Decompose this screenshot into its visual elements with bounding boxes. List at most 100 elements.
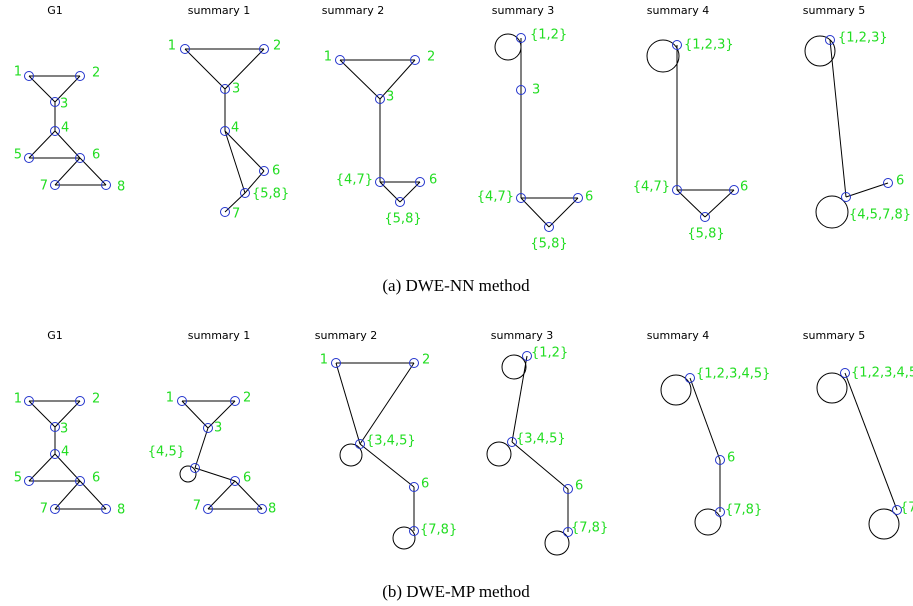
panel-title: G1 [47,329,63,342]
panel-title: summary 4 [647,329,709,342]
self-loop [868,508,900,540]
node-label: 3 [214,421,222,436]
node-label: 3 [386,90,394,105]
edge [845,182,889,198]
self-loop [646,39,680,73]
node-label: 2 [92,392,100,407]
node-label: 7 [40,179,48,194]
node-label: 5 [14,471,22,486]
node [257,504,267,514]
edge [54,157,81,186]
node [75,71,85,81]
edge [79,480,107,510]
node [177,396,187,406]
node-label: 6 [727,451,735,466]
node-label: 2 [422,353,430,368]
node [409,358,419,368]
node [50,180,60,190]
node-label: {4,7} [633,180,670,195]
node [259,44,269,54]
node-label: 8 [268,502,276,517]
node-label: 4 [231,121,239,136]
edge [207,400,236,429]
node [840,368,850,378]
node-label: 6 [272,164,280,179]
edge [379,59,416,100]
node [375,177,385,187]
node [230,476,240,486]
node [825,35,835,45]
node-label: 7 [40,502,48,517]
node [507,437,517,447]
node [729,185,739,195]
edge [520,197,550,228]
node [240,188,250,198]
node-label: {5,8} [384,212,421,227]
node [409,526,419,536]
node-label: {1,2,3,4,5} [696,367,770,382]
node [101,504,111,514]
node-label: 2 [273,39,281,54]
node-label: 1 [320,353,328,368]
panel-title: summary 3 [492,4,554,17]
node [24,71,34,81]
self-loop [816,372,848,404]
self-loop [486,441,512,467]
node-label: {4,7} [477,190,514,205]
self-loop [392,526,416,550]
node [375,94,385,104]
self-loop [501,354,527,380]
node [563,527,573,537]
node [50,449,60,459]
edge [207,480,236,510]
node [892,505,902,515]
node-label: 3 [60,97,68,112]
edge [676,189,706,218]
node [883,178,893,188]
node-label: 1 [14,392,22,407]
node-label: 8 [117,180,125,195]
node-label: 1 [324,50,332,65]
node-label: 8 [117,503,125,518]
edge [704,189,735,218]
self-loop [339,443,363,467]
edge [79,157,107,186]
edge [829,39,847,198]
node-label: 6 [740,180,748,195]
node-label: {3,4,5} [366,434,416,449]
node [335,55,345,65]
node-label: {1,2,3} [838,31,888,46]
node [415,177,425,187]
edge [224,130,265,172]
self-loop [544,530,570,556]
node [220,84,230,94]
node-label: {7,8} [900,501,913,516]
node-label: 3 [232,82,240,97]
node [75,153,85,163]
panel-title: summary 1 [188,329,250,342]
node [75,476,85,486]
node-label: {4,5} [148,445,185,460]
node [24,476,34,486]
node [516,33,526,43]
node [24,396,34,406]
edge [54,480,81,510]
node [516,193,526,203]
node-label: 6 [429,173,437,188]
edge [54,453,81,482]
node-label: {1,2,3,4,5,6} [851,366,913,381]
edge [184,48,226,90]
node [841,192,851,202]
node-label: 7 [193,499,201,514]
edge [511,441,569,490]
edge [181,400,209,429]
self-loop [494,33,522,61]
node-label: {7,8} [571,521,608,536]
node [230,396,240,406]
edge [28,130,56,159]
node [220,207,230,217]
node-label: 3 [532,83,540,98]
node [101,180,111,190]
node [672,185,682,195]
